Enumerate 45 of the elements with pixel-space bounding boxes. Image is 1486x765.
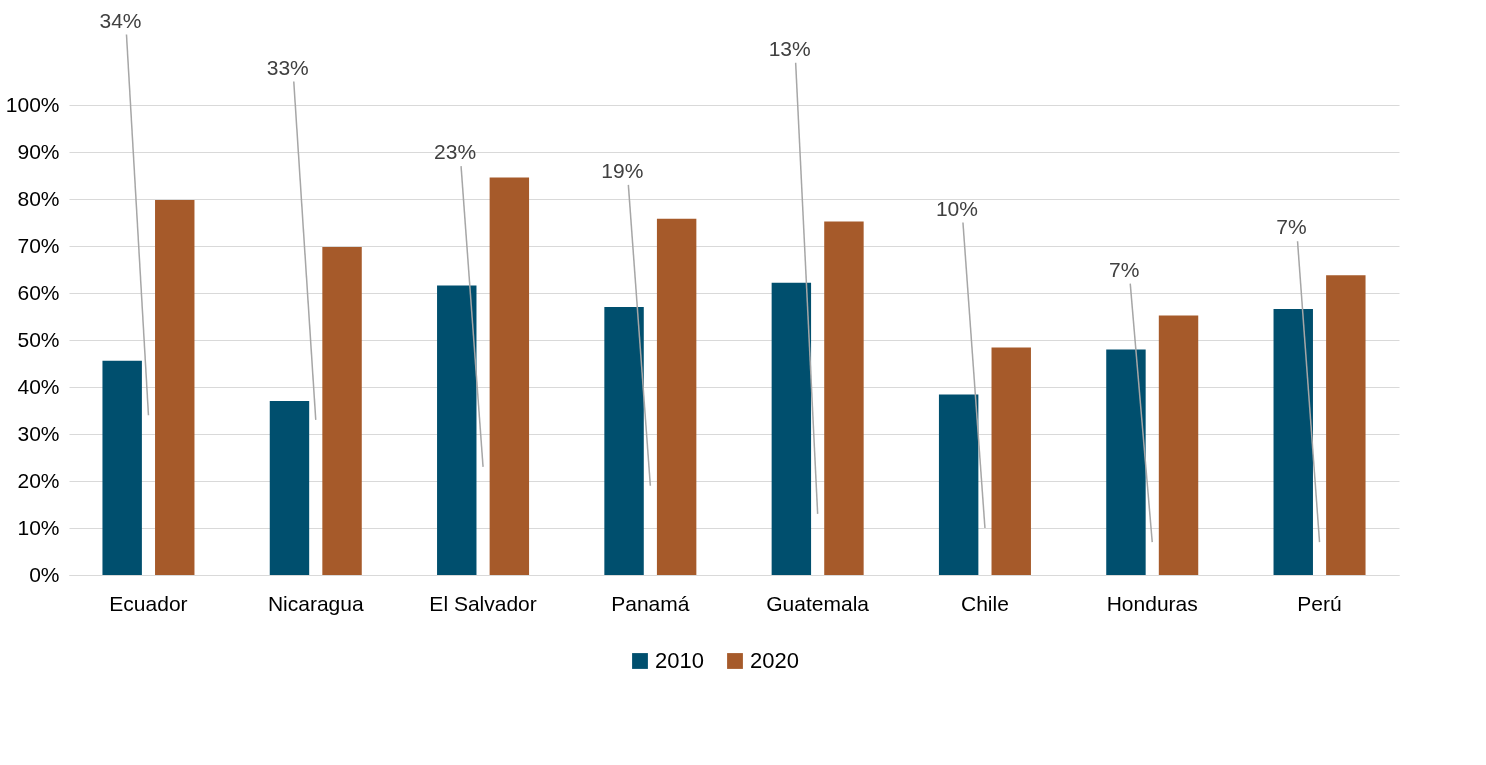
bar <box>824 221 864 575</box>
annotation: 23% <box>434 140 477 164</box>
bar <box>1106 349 1146 575</box>
annotation: 19% <box>601 158 644 182</box>
annotation: 7% <box>1276 215 1307 239</box>
bar <box>656 218 697 575</box>
text: 13% <box>768 36 811 60</box>
y-tick-label: 50% <box>17 327 60 351</box>
bar <box>102 360 142 575</box>
y-tick-label: 30% <box>17 421 60 445</box>
y-tick-label: 10% <box>17 515 60 539</box>
bar <box>938 394 979 575</box>
bar <box>269 401 310 575</box>
y-tick-label: 70% <box>17 233 60 257</box>
y-tick-label: 40% <box>17 374 60 398</box>
bar <box>1273 308 1313 575</box>
annotation: 10% <box>935 196 978 220</box>
x-tick-label: Chile <box>961 591 1009 615</box>
y-tick-label: 20% <box>17 468 60 492</box>
bar <box>991 347 1031 575</box>
bar <box>1326 275 1366 575</box>
x-tick-label: Ecuador <box>109 591 188 615</box>
x-tick-label: Perú <box>1297 591 1342 615</box>
y-tick-label: 0% <box>29 562 60 586</box>
y-tick-label: 90% <box>17 139 60 163</box>
y-tick-label: 60% <box>17 280 60 304</box>
y-tick-label: 80% <box>17 186 60 210</box>
x-tick-label: Nicaragua <box>267 591 364 615</box>
x-tick-label: Guatemala <box>766 591 870 615</box>
text: 34% <box>99 8 142 32</box>
legend-label: 2010 <box>655 648 704 673</box>
annotation: 7% <box>1109 257 1140 281</box>
x-tick-label: El Salvador <box>429 591 537 615</box>
bar <box>155 199 195 575</box>
bar <box>771 282 812 575</box>
bar <box>322 246 362 575</box>
bar <box>1158 315 1199 575</box>
bar <box>604 307 644 575</box>
x-tick-label: Honduras <box>1106 591 1198 615</box>
text: 33% <box>266 55 309 79</box>
bar <box>437 285 477 575</box>
legend-label: 2020 <box>750 648 799 673</box>
x-tick-label: Panamá <box>611 591 690 615</box>
y-tick-label: 100% <box>5 92 60 116</box>
bar <box>489 177 530 575</box>
